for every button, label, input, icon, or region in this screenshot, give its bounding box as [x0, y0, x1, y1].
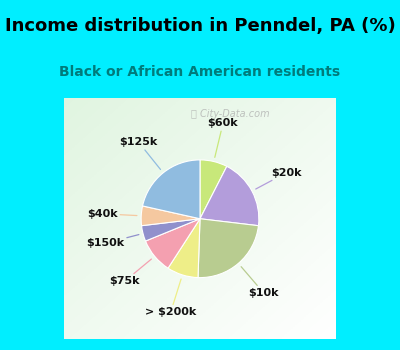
Wedge shape	[200, 166, 259, 226]
Text: $60k: $60k	[208, 118, 238, 158]
Wedge shape	[168, 219, 200, 278]
Text: $75k: $75k	[109, 259, 151, 286]
Text: $40k: $40k	[87, 209, 137, 219]
Wedge shape	[142, 160, 200, 219]
Text: $20k: $20k	[256, 168, 302, 189]
Text: > $200k: > $200k	[145, 279, 196, 317]
Wedge shape	[142, 219, 200, 241]
Text: $150k: $150k	[86, 234, 139, 248]
Wedge shape	[141, 206, 200, 226]
Text: Income distribution in Penndel, PA (%): Income distribution in Penndel, PA (%)	[5, 17, 395, 35]
Text: $10k: $10k	[241, 267, 279, 298]
Wedge shape	[200, 160, 227, 219]
Wedge shape	[198, 219, 258, 278]
Text: ⓘ City-Data.com: ⓘ City-Data.com	[191, 109, 270, 119]
Text: Black or African American residents: Black or African American residents	[60, 65, 340, 79]
Text: $125k: $125k	[120, 137, 160, 169]
Wedge shape	[146, 219, 200, 268]
